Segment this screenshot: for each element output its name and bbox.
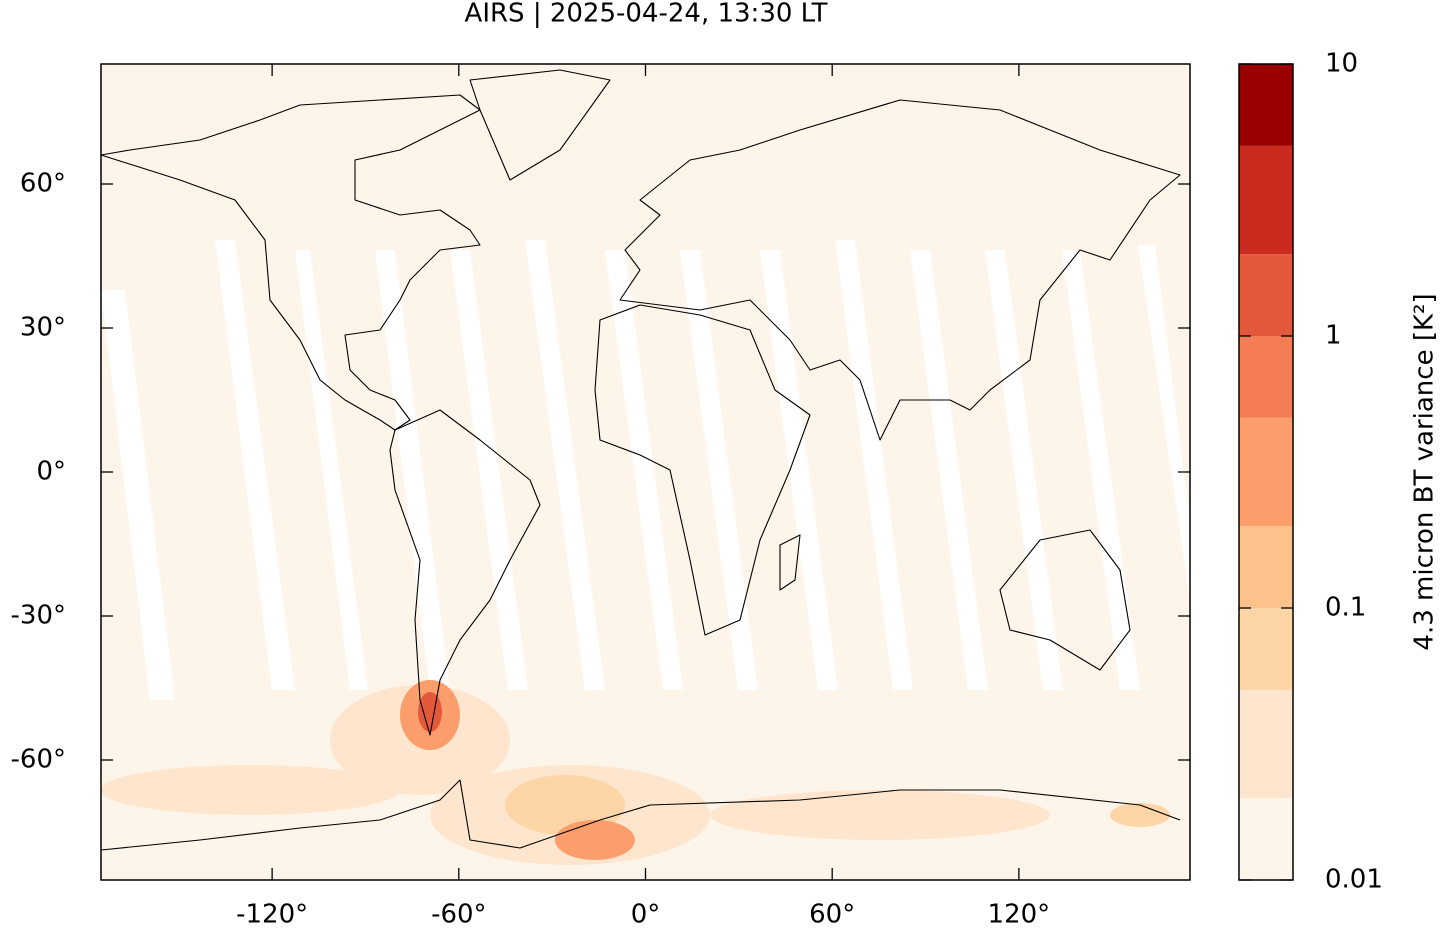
map-field bbox=[100, 63, 1191, 881]
colorbar-level bbox=[1239, 417, 1293, 527]
swath-gaps bbox=[101, 240, 1190, 700]
x-tick-label: 60° bbox=[809, 900, 855, 930]
colorbar: 0.01 0.1 1 10 bbox=[1238, 49, 1383, 895]
colorbar-level bbox=[1239, 526, 1293, 608]
coastlines bbox=[100, 69, 1181, 851]
variance-patches bbox=[100, 680, 1170, 865]
colorbar-tick-label: 0.01 bbox=[1325, 865, 1383, 895]
colorbar-level bbox=[1239, 608, 1293, 690]
colorbar-tick-label: 0.1 bbox=[1325, 593, 1366, 623]
y-tick-label: -30° bbox=[11, 601, 66, 631]
colorbar-level bbox=[1239, 689, 1293, 799]
colorbar-level bbox=[1239, 254, 1293, 336]
x-tick-label: -120° bbox=[236, 900, 308, 930]
y-tick-label: 60° bbox=[20, 169, 66, 199]
colorbar-level bbox=[1239, 64, 1293, 146]
colorbar-label: 4.3 micron BT variance [K²] bbox=[1410, 293, 1440, 650]
colorbar-level bbox=[1239, 798, 1293, 880]
colorbar-tick-label: 1 bbox=[1325, 321, 1342, 351]
colorbar-tick-label: 10 bbox=[1325, 49, 1358, 79]
colorbar-level bbox=[1239, 145, 1293, 255]
y-tick-label: -60° bbox=[11, 745, 66, 775]
x-tick-label: 120° bbox=[988, 900, 1051, 930]
x-tick-label: -60° bbox=[431, 900, 486, 930]
y-tick-label: 30° bbox=[20, 313, 66, 343]
colorbar-level bbox=[1239, 336, 1293, 418]
chart-title: AIRS | 2025-04-24, 13:30 LT bbox=[465, 0, 828, 29]
x-tick-label: 0° bbox=[631, 900, 661, 930]
colorbar-frame bbox=[1238, 63, 1294, 881]
y-tick-label: 0° bbox=[36, 457, 66, 487]
